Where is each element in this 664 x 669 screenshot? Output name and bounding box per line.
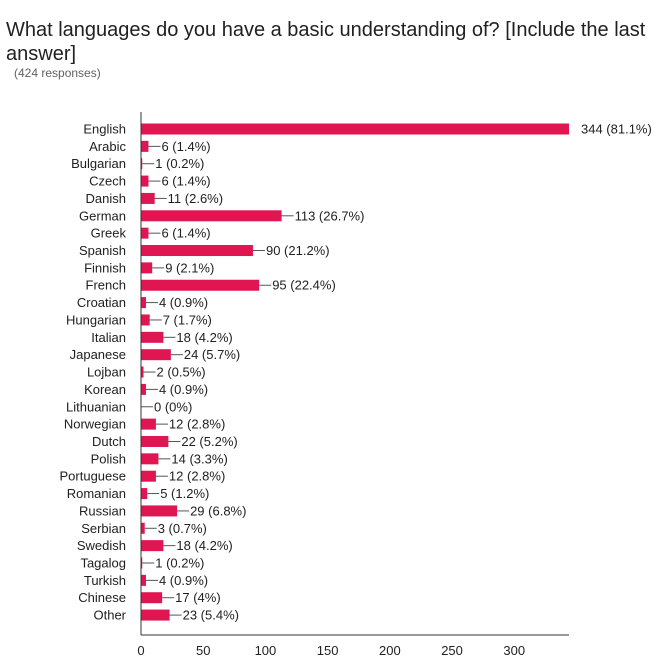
category-label: Portuguese bbox=[60, 469, 127, 484]
category-label: Chinese bbox=[78, 590, 126, 605]
bar bbox=[141, 262, 153, 274]
data-label: 24 (5.7%) bbox=[184, 347, 240, 362]
category-label: Czech bbox=[89, 174, 126, 189]
category-label: Danish bbox=[86, 191, 126, 206]
data-label: 22 (5.2%) bbox=[181, 434, 237, 449]
category-label: Greek bbox=[91, 226, 127, 241]
bar bbox=[141, 123, 569, 135]
response-count: (424 responses) bbox=[14, 66, 101, 80]
bar bbox=[141, 488, 148, 500]
data-label: 1 (0.2%) bbox=[155, 156, 204, 171]
category-label: Italian bbox=[91, 330, 126, 345]
x-tick-label: 300 bbox=[503, 643, 525, 658]
category-label: Finnish bbox=[84, 260, 126, 275]
category-label: Tagalog bbox=[80, 556, 126, 571]
data-label: 1 (0.2%) bbox=[155, 556, 204, 571]
data-label: 95 (22.4%) bbox=[272, 278, 336, 293]
bar bbox=[141, 279, 260, 291]
data-label: 6 (1.4%) bbox=[161, 139, 210, 154]
data-label: 5 (1.2%) bbox=[160, 486, 209, 501]
category-label: Hungarian bbox=[66, 312, 126, 327]
bar bbox=[141, 540, 164, 552]
data-label: 0 (0%) bbox=[154, 399, 192, 414]
data-label: 4 (0.9%) bbox=[159, 295, 208, 310]
bar bbox=[141, 470, 156, 482]
category-label: Norwegian bbox=[64, 417, 126, 432]
x-tick-label: 150 bbox=[317, 643, 339, 658]
x-tick-label: 0 bbox=[137, 643, 144, 658]
category-label: Romanian bbox=[67, 486, 126, 501]
bar bbox=[141, 175, 149, 187]
category-label: Spanish bbox=[79, 243, 126, 258]
category-label: Dutch bbox=[92, 434, 126, 449]
bar bbox=[141, 383, 146, 395]
category-label: Lojban bbox=[87, 365, 126, 380]
bar bbox=[141, 574, 146, 586]
bar bbox=[141, 505, 178, 517]
category-label: Croatian bbox=[77, 295, 126, 310]
category-label: Arabic bbox=[89, 139, 126, 154]
data-label: 11 (2.6%) bbox=[168, 191, 223, 206]
data-label: 2 (0.5%) bbox=[156, 365, 205, 380]
data-label: 90 (21.2%) bbox=[266, 243, 330, 258]
x-tick-label: 200 bbox=[379, 643, 401, 658]
chart-title: What languages do you have a basic under… bbox=[6, 19, 646, 65]
data-label: 6 (1.4%) bbox=[161, 174, 210, 189]
data-label: 18 (4.2%) bbox=[176, 330, 232, 345]
bar bbox=[141, 297, 146, 309]
category-label: Swedish bbox=[77, 538, 126, 553]
category-label: Korean bbox=[84, 382, 126, 397]
category-label: Lithuanian bbox=[66, 399, 126, 414]
category-label: French bbox=[86, 278, 126, 293]
data-label: 29 (6.8%) bbox=[190, 503, 246, 518]
data-label: 23 (5.4%) bbox=[183, 608, 239, 623]
bar bbox=[141, 592, 163, 604]
x-tick-label: 100 bbox=[255, 643, 277, 658]
bar bbox=[141, 453, 159, 465]
bar bbox=[141, 158, 143, 170]
bar bbox=[141, 331, 164, 343]
category-label: Serbian bbox=[81, 521, 126, 536]
category-label: Russian bbox=[79, 503, 126, 518]
bar bbox=[141, 210, 282, 222]
data-label: 12 (2.8%) bbox=[169, 417, 225, 432]
category-label: Bulgarian bbox=[71, 156, 126, 171]
bar bbox=[141, 227, 149, 239]
bar bbox=[141, 192, 155, 204]
data-label: 17 (4%) bbox=[175, 590, 221, 605]
data-label: 7 (1.7%) bbox=[163, 312, 212, 327]
data-label: 3 (0.7%) bbox=[158, 521, 207, 536]
data-label: 12 (2.8%) bbox=[169, 469, 225, 484]
category-label: Japanese bbox=[70, 347, 126, 362]
x-tick-label: 50 bbox=[196, 643, 210, 658]
data-label: 9 (2.1%) bbox=[165, 260, 214, 275]
data-label: 113 (26.7%) bbox=[295, 208, 365, 223]
category-label: English bbox=[83, 122, 126, 137]
bar bbox=[141, 557, 143, 569]
bar bbox=[141, 245, 253, 257]
category-label: Turkish bbox=[84, 573, 126, 588]
category-label: German bbox=[79, 208, 126, 223]
bar bbox=[141, 609, 170, 621]
data-label: 14 (3.3%) bbox=[171, 451, 227, 466]
bar bbox=[141, 418, 156, 430]
category-label: Polish bbox=[91, 451, 126, 466]
bar bbox=[141, 140, 149, 152]
bar bbox=[141, 349, 171, 361]
data-label: 4 (0.9%) bbox=[159, 382, 208, 397]
data-label: 18 (4.2%) bbox=[176, 538, 232, 553]
category-label: Other bbox=[93, 608, 126, 623]
bar bbox=[141, 435, 169, 447]
bar bbox=[141, 366, 144, 378]
bar bbox=[141, 522, 145, 534]
x-tick-label: 250 bbox=[441, 643, 463, 658]
bar bbox=[141, 314, 150, 326]
data-label: 344 (81.1%) bbox=[581, 122, 652, 137]
data-label: 6 (1.4%) bbox=[161, 226, 210, 241]
data-label: 4 (0.9%) bbox=[159, 573, 208, 588]
